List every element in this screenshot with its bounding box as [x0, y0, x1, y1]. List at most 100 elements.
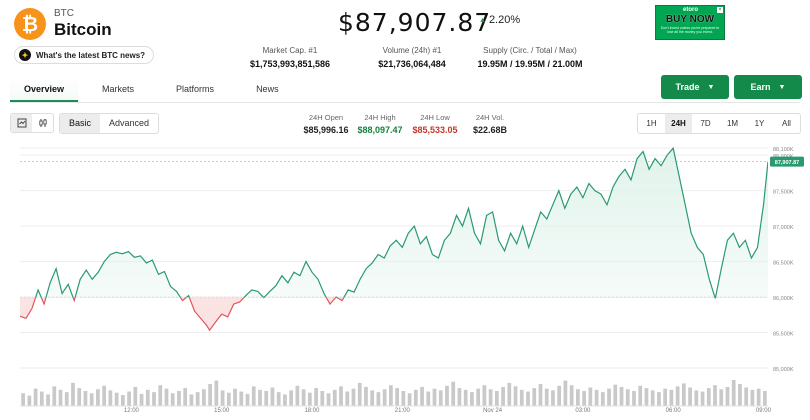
volume-bar	[307, 392, 312, 406]
volume-bar	[202, 389, 206, 406]
tab-news[interactable]: News	[256, 84, 279, 94]
candlestick-toggle-icon[interactable]	[11, 114, 32, 132]
volume-bar	[644, 388, 649, 406]
volume-bar	[251, 386, 256, 406]
earn-button[interactable]: Earn ▼	[734, 75, 802, 99]
price-change: ▲ 2.20%	[479, 14, 520, 26]
volume-bar	[276, 392, 281, 406]
stat-label: Supply (Circ. / Total / Max)	[483, 46, 577, 55]
volume-bar	[245, 393, 250, 406]
trade-button[interactable]: Trade ▼	[661, 75, 729, 99]
volume-bar	[226, 392, 231, 406]
volume-bar	[314, 388, 318, 406]
volume-24h-stat: 24H Vol. $22.68B	[462, 113, 518, 135]
etoro-ad-banner[interactable]: etoro BUY NOW Don't invest unless you're…	[655, 5, 725, 40]
line-toggle-icon[interactable]	[32, 114, 53, 132]
volume-bar	[376, 392, 381, 406]
ad-close-icon[interactable]: ×	[717, 7, 723, 13]
volume-bar	[382, 389, 387, 406]
ad-buy-now[interactable]: BUY NOW	[665, 14, 715, 25]
volume-bar	[544, 388, 549, 406]
volume-bar	[482, 385, 487, 406]
volume-bar	[270, 387, 275, 406]
volume-bar	[214, 380, 219, 406]
x-tick-label: 21:00	[395, 408, 411, 414]
volume-bar	[607, 388, 611, 406]
volume-bar	[102, 385, 107, 406]
volume-bar	[756, 388, 761, 406]
volume-bar	[283, 394, 287, 406]
volume-bar	[582, 390, 586, 406]
volume-bar	[532, 388, 537, 406]
bitcoin-logo-icon: ₿	[14, 8, 46, 40]
range-1y[interactable]: 1Y	[754, 119, 765, 128]
volume-bar	[426, 391, 431, 406]
volume-bar	[158, 385, 163, 406]
y-tick-label: 87,500K	[773, 190, 794, 196]
main-tabs: Overview Markets Platforms News	[10, 78, 293, 102]
volume-bar	[407, 393, 412, 406]
range-1h[interactable]: 1H	[646, 119, 657, 128]
mode-basic[interactable]: Basic	[60, 114, 101, 133]
coin-symbol: BTC	[54, 8, 74, 19]
volume-bar	[725, 386, 730, 406]
y-tick-label: 88,100K	[773, 147, 794, 153]
volume-bar	[208, 384, 212, 406]
day-stat-value: $85,533.05	[412, 125, 458, 135]
volume-stat: Volume (24h) #1 $21,736,064,484	[362, 46, 462, 69]
x-tick-label: 09:00	[756, 408, 772, 414]
stat-value: $21,736,064,484	[378, 59, 446, 69]
volume-bar	[33, 388, 38, 406]
volume-bar	[46, 394, 50, 406]
price-line-up	[35, 146, 768, 298]
area-below-open	[20, 297, 768, 331]
volume-bar	[750, 389, 755, 406]
tab-markets[interactable]: Markets	[102, 84, 135, 94]
volume-bar	[569, 385, 574, 406]
stat-value: $1,753,993,851,586	[249, 59, 331, 69]
y-tick-label: 86,500K	[773, 261, 794, 267]
volume-bar	[713, 385, 717, 406]
range-1m[interactable]: 1M	[726, 119, 739, 128]
volume-bar	[551, 390, 555, 406]
day-stat-label: 24H Vol.	[475, 113, 505, 122]
volume-bar	[451, 381, 456, 406]
price-chart[interactable]: 88,100K88,000K87,500K87,000K86,500K86,00…	[0, 140, 810, 420]
volume-bar	[326, 393, 331, 406]
range-all[interactable]: All	[782, 119, 791, 128]
volume-bar	[744, 387, 749, 406]
volume-bar	[351, 388, 356, 406]
volume-bar	[170, 393, 175, 406]
x-tick-label: 18:00	[304, 408, 320, 414]
volume-bar	[195, 392, 200, 406]
trade-label: Trade	[675, 82, 700, 92]
ad-fine-print: Don't invest unless you're prepared to l…	[660, 26, 720, 34]
volume-bar	[133, 386, 138, 406]
tab-overview[interactable]: Overview	[10, 78, 79, 102]
volume-bar	[588, 387, 593, 406]
volume-bar	[52, 386, 57, 406]
volume-bar	[494, 390, 499, 406]
volume-bar	[183, 388, 188, 406]
volume-bar	[301, 389, 306, 406]
x-tick-label: Nov 24	[483, 408, 503, 414]
stat-label: Market Cap. #1	[262, 46, 318, 55]
volume-bar	[71, 382, 75, 406]
volume-bar	[763, 390, 767, 406]
volume-bar	[619, 386, 624, 406]
latest-news-button[interactable]: ✦ What's the latest BTC news?	[14, 46, 155, 64]
day-stat-value: $22.68B	[472, 125, 508, 135]
volume-bar	[700, 391, 705, 406]
volume-bar	[625, 389, 630, 406]
range-24h[interactable]: 24H	[665, 114, 692, 133]
volume-bar	[89, 393, 94, 406]
tab-platforms[interactable]: Platforms	[176, 84, 215, 94]
up-triangle-icon: ▲	[479, 16, 486, 24]
market-cap-stat: Market Cap. #1 $1,753,993,851,586	[240, 46, 340, 69]
volume-bar	[145, 389, 150, 406]
mode-advanced[interactable]: Advanced	[109, 118, 150, 128]
range-7d[interactable]: 7D	[700, 119, 711, 128]
volume-bar	[370, 390, 375, 406]
volume-bar	[127, 391, 131, 406]
chevron-down-icon: ▼	[778, 83, 786, 91]
